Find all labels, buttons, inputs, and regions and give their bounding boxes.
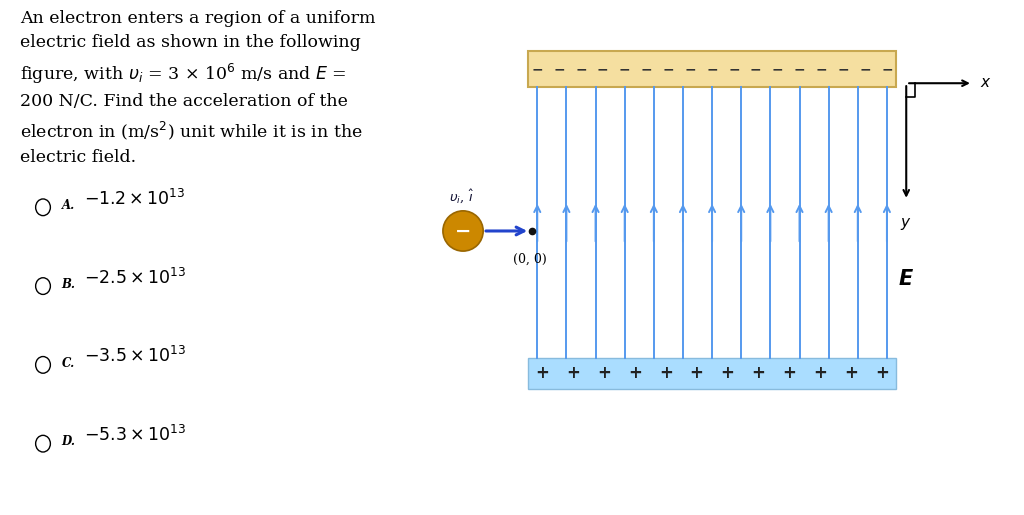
Text: −: − bbox=[575, 62, 587, 76]
Text: C.: C. bbox=[61, 356, 75, 370]
Text: −: − bbox=[663, 62, 674, 76]
Text: (0, 0): (0, 0) bbox=[513, 252, 547, 266]
Text: $-5.3\times10^{13}$: $-5.3\times10^{13}$ bbox=[84, 425, 186, 445]
Text: −: − bbox=[772, 62, 783, 76]
Text: −: − bbox=[618, 62, 631, 76]
Text: D.: D. bbox=[61, 435, 76, 448]
Text: +: + bbox=[597, 365, 611, 383]
Text: −: − bbox=[553, 62, 565, 76]
Text: −: − bbox=[707, 62, 718, 76]
Text: +: + bbox=[844, 365, 858, 383]
Text: $y$: $y$ bbox=[900, 216, 912, 232]
Text: −: − bbox=[728, 62, 739, 76]
Text: $-1.2\times10^{13}$: $-1.2\times10^{13}$ bbox=[84, 189, 185, 209]
Text: +: + bbox=[782, 365, 797, 383]
Text: −: − bbox=[641, 62, 652, 76]
Text: +: + bbox=[628, 365, 642, 383]
Text: $x$: $x$ bbox=[981, 76, 992, 90]
Text: +: + bbox=[813, 365, 827, 383]
Text: +: + bbox=[752, 365, 765, 383]
Text: $-3.5\times10^{13}$: $-3.5\times10^{13}$ bbox=[84, 346, 186, 367]
Text: +: + bbox=[658, 365, 673, 383]
Text: −: − bbox=[881, 62, 893, 76]
Circle shape bbox=[443, 211, 483, 251]
Text: −: − bbox=[531, 62, 543, 76]
Bar bbox=[527, 52, 896, 87]
Text: −: − bbox=[859, 62, 870, 76]
Text: −: − bbox=[794, 62, 805, 76]
Text: +: + bbox=[721, 365, 734, 383]
Text: $\boldsymbol{E}$: $\boldsymbol{E}$ bbox=[898, 269, 914, 289]
Text: −: − bbox=[815, 62, 827, 76]
Text: +: + bbox=[536, 365, 549, 383]
Text: An electron enters a region of a uniform
electric field as shown in the followin: An electron enters a region of a uniform… bbox=[20, 10, 376, 166]
Text: B.: B. bbox=[61, 278, 76, 290]
Text: +: + bbox=[876, 365, 889, 383]
Text: −: − bbox=[750, 62, 762, 76]
Text: −: − bbox=[684, 62, 696, 76]
Text: +: + bbox=[566, 365, 580, 383]
Text: $-2.5\times10^{13}$: $-2.5\times10^{13}$ bbox=[84, 268, 186, 288]
Text: −: − bbox=[455, 221, 471, 241]
Bar bbox=[527, 358, 896, 389]
Text: −: − bbox=[597, 62, 608, 76]
Text: A.: A. bbox=[61, 199, 75, 212]
Text: −: − bbox=[838, 62, 849, 76]
Text: +: + bbox=[690, 365, 703, 383]
Text: $\upsilon_i$, $\hat{\imath}$: $\upsilon_i$, $\hat{\imath}$ bbox=[449, 187, 474, 204]
